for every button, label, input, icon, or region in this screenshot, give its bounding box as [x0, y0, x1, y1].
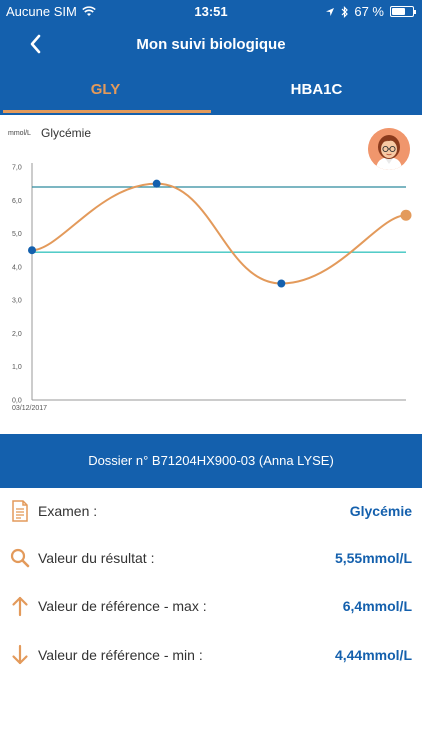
x-tick-label: 03/12/2017	[12, 405, 47, 412]
bluetooth-icon	[341, 5, 349, 18]
detail-row-exam: Examen : Glycémie	[0, 491, 422, 531]
data-point	[28, 246, 36, 255]
glycemia-chart: 7,0 6,0 5,0 4,0 3,0 2,0 1,0 0,003/12/2017	[12, 163, 412, 412]
detail-label: Examen :	[38, 503, 98, 519]
y-tick-label: 7,0	[12, 165, 22, 172]
chart-unit: mmol/L	[8, 130, 31, 137]
chart-title: Glycémie	[41, 126, 92, 140]
back-chevron-icon[interactable]	[22, 30, 50, 58]
location-icon	[326, 7, 335, 16]
series-line	[31, 182, 407, 285]
battery-icon	[390, 6, 416, 17]
detail-value: 4,44mmol/L	[334, 647, 412, 663]
doctor-avatar-icon[interactable]	[368, 128, 410, 170]
tab-bar: GLY HBA1C	[0, 72, 422, 115]
data-point	[152, 179, 161, 188]
status-time: 13:51	[194, 4, 228, 19]
dossier-banner: Dossier n° B71204HX900-03 (Anna LYSE)	[0, 434, 422, 488]
tab-gly[interactable]: GLY	[90, 81, 121, 98]
chart-panel: 7,0 6,0 5,0 4,0 3,0 2,0 1,0 0,0 03/12/2017 mmol/…	[0, 115, 422, 435]
wifi-icon	[82, 6, 96, 16]
tab-hba1c[interactable]: HBA1C	[290, 81, 343, 98]
carrier-label: Aucune SIM	[6, 4, 77, 19]
detail-label: Valeur de référence - max :	[38, 598, 207, 614]
arrow-down-icon	[12, 644, 28, 665]
y-tick-label: 6,0	[12, 198, 22, 205]
data-point	[277, 279, 286, 288]
y-tick-label: 4,0	[12, 264, 22, 271]
detail-row-result: Valeur du résultat : 5,55mmol/L	[0, 538, 422, 578]
detail-label: Valeur du résultat :	[38, 550, 155, 566]
detail-row-ref-max: Valeur de référence - max : 6,4mmol/L	[0, 586, 422, 626]
data-point	[400, 209, 412, 221]
search-icon	[10, 548, 30, 568]
detail-value: 6,4mmol/L	[342, 598, 412, 614]
detail-value: Glycémie	[349, 503, 412, 519]
detail-label: Valeur de référence - min :	[38, 647, 203, 663]
y-tick-label: 1,0	[12, 364, 22, 371]
battery-percent: 67 %	[354, 4, 384, 19]
detail-row-ref-min: Valeur de référence - min : 4,44mmol/L	[0, 635, 422, 675]
arrow-up-icon	[12, 596, 28, 617]
status-bar: Aucune SIM 13:51 67 %	[0, 0, 422, 22]
active-tab-indicator	[3, 110, 211, 113]
document-icon	[12, 500, 28, 522]
y-tick-label: 5,0	[12, 231, 22, 238]
y-tick-label: 0,0	[12, 398, 22, 405]
y-tick-label: 3,0	[12, 298, 22, 305]
page-title: Mon suivi biologique	[136, 36, 286, 53]
detail-value: 5,55mmol/L	[334, 550, 412, 566]
y-tick-label: 2,0	[12, 331, 22, 338]
app-header: Aucune SIM 13:51 67 % Mon suivi biologiq…	[0, 0, 422, 115]
